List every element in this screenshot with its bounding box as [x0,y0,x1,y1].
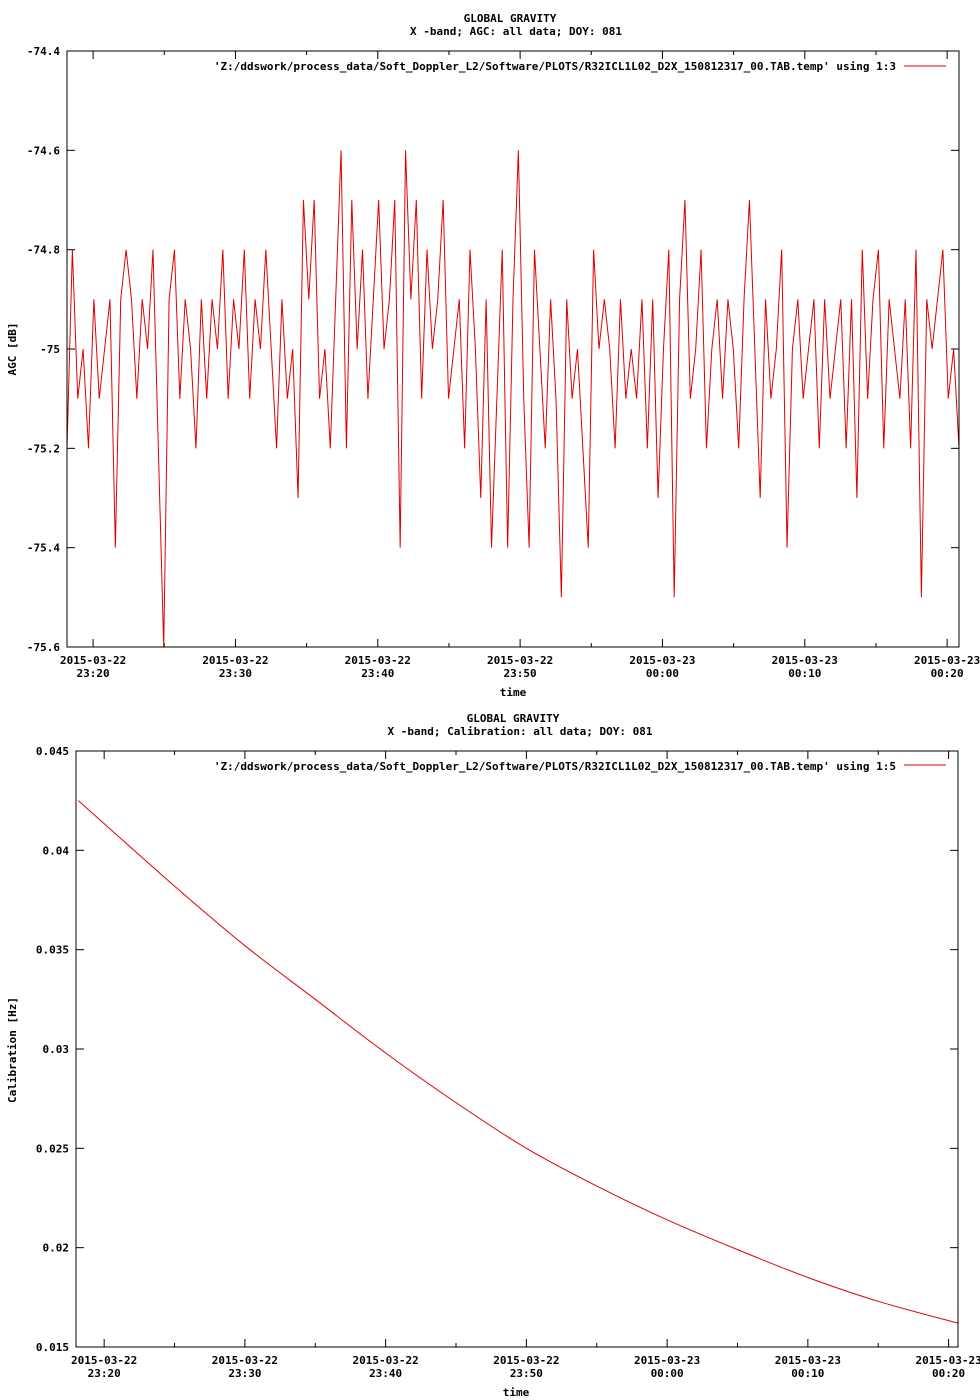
calibration-y-axis-label: Calibration [Hz] [6,997,19,1103]
calibration-x-tick-date: 2015-03-22 [353,1354,419,1367]
agc-y-tick-label: -75 [40,343,60,356]
calibration-y-tick-label: 0.025 [36,1142,69,1155]
calibration-chart: GLOBAL GRAVITY X -band; Calibration: all… [6,712,980,1399]
agc-x-tick-date: 2015-03-23 [629,654,695,667]
agc-y-tick-label: -75.2 [27,442,60,455]
agc-x-axis-label: time [500,686,527,699]
calibration-x-tick-time: 23:50 [510,1367,543,1380]
calibration-y-axis: 0.045 0.04 0.035 0.03 0.025 0.02 0.015 [36,745,958,1354]
calibration-y-tick-label: 0.04 [43,844,70,857]
calibration-x-tick-time: 00:10 [791,1367,824,1380]
agc-chart-title: GLOBAL GRAVITY [464,12,557,25]
agc-x-tick-time: 23:50 [504,667,537,680]
calibration-x-tick-date: 2015-03-22 [212,1354,278,1367]
agc-x-tick-time: 00:10 [788,667,821,680]
agc-y-tick-label: -75.4 [27,542,60,555]
agc-x-axis: 2015-03-2223:202015-03-2223:302015-03-22… [60,51,980,680]
agc-x-tick-time: 00:20 [931,667,964,680]
calibration-x-axis-label: time [503,1386,530,1399]
calibration-plot-frame [75,750,959,1348]
calibration-chart-subtitle: X -band; Calibration: all data; DOY: 081 [388,725,653,738]
agc-x-tick-time: 23:30 [219,667,252,680]
calibration-x-tick-time: 00:00 [651,1367,684,1380]
calibration-y-tick-label: 0.02 [43,1242,70,1255]
calibration-x-axis: 2015-03-2223:202015-03-2223:302015-03-22… [71,751,980,1380]
calibration-y-tick-label: 0.035 [36,944,69,957]
calibration-x-tick-date: 2015-03-23 [634,1354,700,1367]
agc-y-tick-label: -75.6 [27,641,60,654]
agc-series-line [66,150,960,648]
agc-y-axis-label: AGC [dB] [6,323,19,376]
calibration-y-tick-label: 0.015 [36,1341,69,1354]
agc-x-tick-time: 00:00 [646,667,679,680]
calibration-y-tick-label: 0.045 [36,745,69,758]
agc-x-tick-date: 2015-03-22 [345,654,411,667]
calibration-x-tick-date: 2015-03-22 [71,1354,137,1367]
calibration-series-line [78,800,959,1324]
calibration-x-tick-date: 2015-03-23 [915,1354,980,1367]
agc-y-tick-label: -74.4 [27,45,60,58]
agc-y-tick-label: -74.6 [27,144,60,157]
agc-y-axis: -74.4 -74.6 -74.8 -75 -75.2 -75.4 -75.6 [27,45,959,654]
agc-plot-frame [66,50,960,648]
calibration-x-tick-date: 2015-03-23 [775,1354,841,1367]
agc-legend-label: 'Z:/ddswork/process_data/Soft_Doppler_L2… [214,60,896,73]
agc-x-tick-date: 2015-03-22 [487,654,553,667]
calibration-x-tick-time: 23:40 [369,1367,402,1380]
agc-x-tick-date: 2015-03-23 [914,654,980,667]
agc-chart-subtitle: X -band; AGC: all data; DOY: 081 [410,25,622,38]
calibration-x-tick-time: 23:20 [88,1367,121,1380]
agc-x-tick-time: 23:20 [77,667,110,680]
agc-chart: GLOBAL GRAVITY X -band; AGC: all data; D… [6,12,980,699]
agc-y-tick-label: -74.8 [27,244,60,257]
agc-x-tick-date: 2015-03-23 [772,654,838,667]
calibration-legend-label: 'Z:/ddswork/process_data/Soft_Doppler_L2… [214,760,896,773]
calibration-x-tick-time: 23:30 [228,1367,261,1380]
agc-x-tick-date: 2015-03-22 [202,654,268,667]
calibration-x-tick-date: 2015-03-22 [493,1354,559,1367]
agc-x-tick-time: 23:40 [361,667,394,680]
agc-x-tick-date: 2015-03-22 [60,654,126,667]
calibration-chart-title: GLOBAL GRAVITY [467,712,560,725]
calibration-x-tick-time: 00:20 [932,1367,965,1380]
calibration-y-tick-label: 0.03 [43,1043,70,1056]
